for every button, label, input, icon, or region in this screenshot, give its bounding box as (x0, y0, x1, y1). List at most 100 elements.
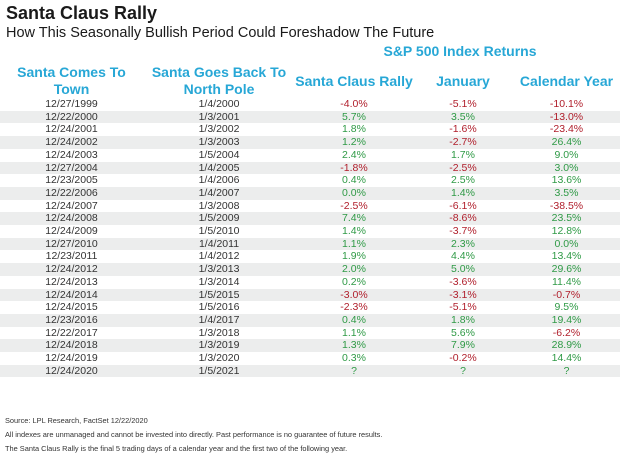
end-date-cell: 1/3/2002 (198, 123, 240, 136)
calendar-year-return-cell: -23.4% (549, 123, 584, 136)
start-date-cell: 12/24/2013 (45, 275, 98, 288)
start-date-cell: 12/27/2010 (0, 237, 143, 251)
footnote-definition: The Santa Claus Rally is the final 5 tra… (5, 444, 348, 453)
start-date-cell: 12/24/2009 (45, 225, 98, 238)
january-return-cell: -8.6% (413, 212, 513, 226)
table-row: 12/27/2010 1/4/2011 1.1% 2.3% 0.0% (0, 237, 620, 251)
table-row: 12/23/2005 1/4/2006 0.4% 2.5% 13.6% (0, 174, 620, 187)
january-return-cell: 2.5% (451, 174, 475, 187)
santa-rally-return-cell: 2.4% (342, 148, 366, 161)
january-return-cell: 1.4% (413, 186, 513, 200)
santa-rally-return-cell: 1.3% (295, 339, 413, 353)
santa-rally-return-cell: 0.4% (342, 174, 366, 187)
end-date-cell: 1/5/2009 (143, 212, 295, 226)
santa-rally-return-cell: 1.1% (342, 326, 366, 339)
start-date-cell: 12/24/2012 (0, 263, 143, 276)
end-date-cell: 1/4/2011 (143, 237, 295, 251)
january-return-cell: -3.7% (449, 225, 477, 238)
end-date-cell: 1/4/2000 (198, 98, 240, 110)
start-date-cell: 12/24/2008 (0, 212, 143, 226)
start-date-cell: 12/27/1999 (45, 98, 98, 110)
january-return-cell: -0.2% (449, 352, 477, 365)
start-date-cell: 12/22/2006 (0, 186, 143, 200)
table-row: 12/24/2013 1/3/2014 0.2% -3.6% 11.4% (0, 276, 620, 289)
january-return-cell: ? (413, 364, 513, 378)
january-return-cell: -6.1% (449, 199, 477, 212)
footnote-disclaimer: All indexes are unmanaged and cannot be … (5, 430, 383, 439)
calendar-year-return-cell: -13.0% (513, 110, 620, 124)
santa-rally-return-cell: 1.2% (295, 136, 413, 149)
start-date-cell: 12/23/2011 (45, 250, 98, 263)
calendar-year-return-cell: 9.5% (554, 301, 579, 314)
end-date-cell: 1/3/2013 (143, 263, 295, 276)
start-date-cell: 12/24/2018 (0, 339, 143, 353)
january-return-cell: 5.0% (413, 263, 513, 276)
table-row: 12/24/2003 1/5/2004 2.4% 1.7% 9.0% (0, 149, 620, 162)
column-header-santa-goes-back: Santa Goes Back To North Pole (151, 64, 287, 97)
santa-rally-return-cell: -2.3% (340, 301, 368, 314)
end-date-cell: 1/4/2006 (198, 174, 240, 187)
start-date-cell: 12/24/2003 (45, 148, 98, 161)
table-row: 12/27/2004 1/4/2005 -1.8% -2.5% 3.0% (0, 161, 620, 175)
end-date-cell: 1/3/2014 (198, 275, 240, 288)
table-row: 12/24/2012 1/3/2013 2.0% 5.0% 29.6% (0, 263, 620, 276)
calendar-year-return-cell: 14.4% (551, 352, 582, 365)
start-date-cell: 12/24/2020 (0, 364, 143, 378)
calendar-year-return-cell: 11.4% (552, 275, 581, 288)
table-row: 12/24/2020 1/5/2021??? (0, 364, 620, 378)
end-date-cell: 1/3/2008 (198, 199, 240, 212)
table-row: 12/24/2014 1/5/2015 -3.0% -3.1% -0.7% (0, 288, 620, 302)
santa-rally-return-cell: -3.0% (295, 288, 413, 302)
table-row: 12/22/2000 1/3/2001 5.7% 3.5% -13.0% (0, 110, 620, 124)
santa-rally-return-cell: 5.7% (295, 110, 413, 124)
table-row: 12/27/1999 1/4/2000 -4.0% -5.1% -10.1% (0, 98, 620, 111)
calendar-year-return-cell: 9.0% (554, 148, 579, 161)
start-date-cell: 12/22/2000 (0, 110, 143, 124)
column-header-santa-claus-rally: Santa Claus Rally (295, 72, 413, 89)
start-date-cell: 12/24/2002 (0, 136, 143, 149)
table-row: 12/24/2001 1/3/2002 1.8% -1.6% -23.4% (0, 123, 620, 136)
end-date-cell: 1/4/2007 (143, 186, 295, 200)
end-date-cell: 1/5/2021 (143, 364, 295, 378)
calendar-year-return-cell: 3.0% (513, 161, 620, 175)
calendar-year-return-cell: 13.4% (551, 250, 582, 263)
santa-rally-return-cell: 7.4% (295, 212, 413, 226)
start-date-cell: 12/24/2019 (45, 352, 98, 365)
end-date-cell: 1/3/2003 (143, 136, 295, 149)
returns-table-body: 12/27/1999 1/4/2000 -4.0% -5.1% -10.1% 12/22/… (0, 98, 620, 378)
santa-rally-return-cell: -2.5% (340, 199, 368, 212)
start-date-cell: 12/23/2016 (0, 313, 143, 327)
santa-rally-return-cell: -4.0% (340, 98, 368, 110)
calendar-year-return-cell: 3.5% (513, 186, 620, 200)
table-row: 12/24/2008 1/5/2009 7.4% -8.6% 23.5% (0, 212, 620, 226)
santa-rally-return-cell: 0.4% (295, 313, 413, 327)
table-row: 12/22/2017 1/3/2018 1.1% 5.6% -6.2% (0, 327, 620, 340)
calendar-year-return-cell: ? (513, 364, 620, 378)
santa-rally-return-cell: 1.9% (342, 250, 366, 263)
end-date-cell: 1/5/2010 (198, 225, 240, 238)
santa-rally-return-cell: 0.3% (342, 352, 366, 365)
santa-rally-return-cell: 1.4% (342, 225, 366, 238)
january-return-cell: 7.9% (413, 339, 513, 353)
end-date-cell: 1/3/2019 (143, 339, 295, 353)
january-return-cell: -3.6% (449, 275, 477, 288)
calendar-year-return-cell: 26.4% (513, 136, 620, 149)
table-row: 12/22/2006 1/4/2007 0.0% 1.4% 3.5% (0, 186, 620, 200)
start-date-cell: 12/24/2014 (0, 288, 143, 302)
calendar-year-return-cell: 29.6% (513, 263, 620, 276)
january-return-cell: -1.6% (449, 123, 477, 136)
calendar-year-return-cell: 23.5% (513, 212, 620, 226)
santa-rally-return-cell: 0.2% (342, 275, 366, 288)
start-date-cell: 12/24/2015 (45, 301, 98, 314)
end-date-cell: 1/3/2020 (198, 352, 240, 365)
table-row: 12/24/2015 1/5/2016 -2.3% -5.1% 9.5% (0, 301, 620, 314)
santa-rally-return-cell: ? (295, 364, 413, 378)
january-return-cell: 1.8% (413, 313, 513, 327)
calendar-year-return-cell: -10.1% (549, 98, 584, 110)
table-row: 12/24/2007 1/3/2008 -2.5% -6.1% -38.5% (0, 200, 620, 213)
end-date-cell: 1/5/2015 (143, 288, 295, 302)
end-date-cell: 1/4/2017 (143, 313, 295, 327)
table-row: 12/24/2018 1/3/2019 1.3% 7.9% 28.9% (0, 339, 620, 353)
january-return-cell: 3.5% (413, 110, 513, 124)
calendar-year-return-cell: -0.7% (513, 288, 620, 302)
